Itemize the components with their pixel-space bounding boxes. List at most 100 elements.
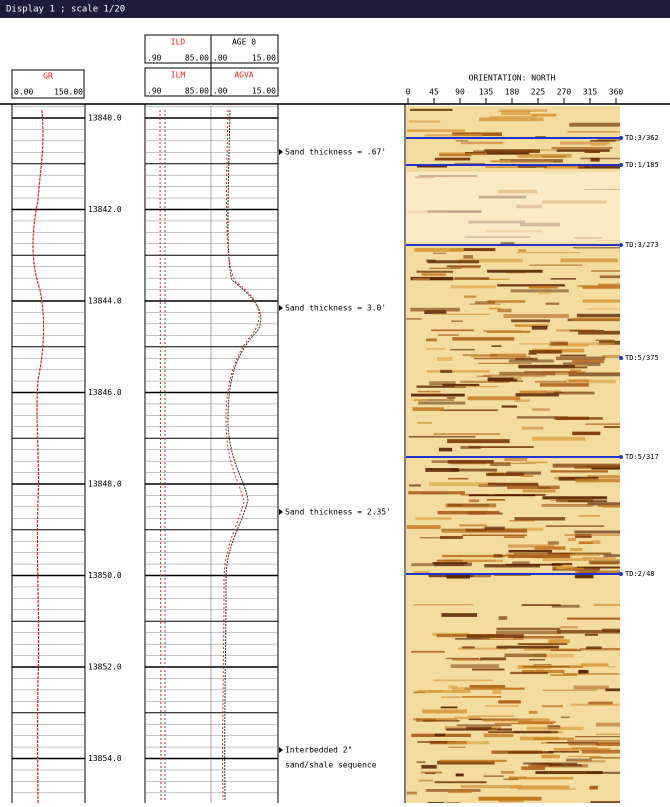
image-texture	[547, 541, 559, 545]
image-texture	[462, 354, 497, 357]
depth-label: 13840.0	[88, 114, 122, 123]
image-texture	[529, 350, 562, 354]
image-texture	[464, 151, 530, 155]
image-texture	[578, 669, 589, 674]
image-texture	[429, 267, 462, 269]
image-texture	[537, 487, 551, 489]
image-texture	[570, 548, 583, 552]
image-texture	[567, 739, 620, 743]
image-texture	[489, 115, 537, 119]
image-texture	[442, 383, 480, 387]
marker-dot	[619, 572, 623, 576]
image-texture	[535, 136, 546, 138]
image-texture	[458, 647, 509, 650]
image-texture	[538, 291, 552, 295]
image-texture	[466, 634, 524, 639]
image-texture	[542, 558, 592, 562]
image-texture	[545, 525, 604, 527]
image-texture	[542, 496, 608, 500]
image-texture	[437, 559, 463, 562]
image-texture	[580, 663, 609, 666]
image-texture	[484, 705, 519, 707]
image-light	[406, 172, 620, 242]
image-texture	[551, 604, 580, 608]
image-texture	[517, 153, 572, 158]
image-texture	[533, 653, 574, 658]
image-texture	[428, 574, 474, 578]
image-texture	[517, 788, 576, 790]
marker-label: TD:1/185	[625, 161, 659, 169]
image-texture	[575, 570, 620, 575]
image-texture	[448, 746, 466, 748]
image-texture	[550, 674, 578, 676]
image-texture	[572, 359, 605, 364]
image-texture	[519, 390, 547, 394]
image-texture	[447, 439, 510, 444]
image-texture	[550, 470, 608, 473]
image-texture	[512, 561, 530, 565]
image-texture	[419, 537, 455, 539]
image-texture	[566, 758, 592, 762]
image-texture	[511, 319, 550, 323]
image-texture	[491, 471, 504, 473]
image-texture	[496, 627, 561, 631]
image-texture	[498, 616, 508, 620]
agva-curve	[222, 109, 260, 801]
image-texture	[602, 628, 620, 633]
depth-grid	[12, 106, 278, 794]
image-texture	[522, 666, 570, 668]
azimuth-tick: 225	[531, 88, 546, 97]
image-texture	[433, 433, 500, 435]
scale-max: 15.00	[252, 54, 276, 63]
image-texture	[591, 270, 620, 272]
image-texture	[567, 617, 620, 620]
image-texture	[440, 535, 463, 539]
image-texture	[440, 369, 453, 373]
image-texture	[531, 113, 557, 117]
image-texture	[437, 760, 495, 765]
image-texture	[452, 658, 482, 661]
image-texture	[551, 146, 613, 150]
image-texture	[490, 353, 527, 358]
image-texture	[426, 348, 445, 350]
image-texture	[424, 134, 483, 137]
image-texture	[487, 142, 505, 144]
image-texture	[427, 260, 480, 264]
image-texture	[441, 613, 478, 617]
image-texture	[508, 751, 554, 754]
image-texture	[445, 657, 479, 660]
image-texture	[556, 498, 594, 503]
image-texture	[576, 760, 606, 763]
image-texture	[454, 716, 481, 720]
image-texture	[488, 729, 498, 731]
image-texture	[447, 460, 494, 464]
image-texture	[523, 762, 578, 765]
image-texture	[572, 431, 601, 436]
image-texture	[556, 149, 610, 152]
image-texture	[484, 564, 540, 568]
marker-label: TD:3/273	[625, 241, 659, 249]
scale-min: 0.00	[14, 88, 33, 97]
image-texture	[504, 458, 528, 462]
image-texture	[462, 534, 527, 536]
image-texture	[532, 408, 550, 411]
image-texture	[426, 370, 491, 373]
image-texture	[575, 478, 620, 483]
image-texture	[411, 393, 465, 397]
marker-label: TD:5/375	[625, 354, 659, 362]
annotation: Sand thickness = 2.35'	[285, 508, 391, 517]
image-texture	[418, 401, 466, 405]
image-texture	[454, 277, 490, 280]
image-texture	[543, 165, 591, 169]
image-texture	[418, 779, 434, 782]
image-texture	[459, 524, 487, 527]
image-texture	[568, 742, 600, 746]
annotation: sand/shale sequence	[285, 761, 377, 770]
image-texture	[501, 111, 531, 115]
image-texture	[487, 482, 538, 486]
image-texture	[598, 283, 620, 287]
image-texture	[480, 657, 506, 661]
image-texture	[528, 286, 558, 289]
image-texture	[500, 242, 515, 245]
image-texture	[586, 771, 620, 774]
